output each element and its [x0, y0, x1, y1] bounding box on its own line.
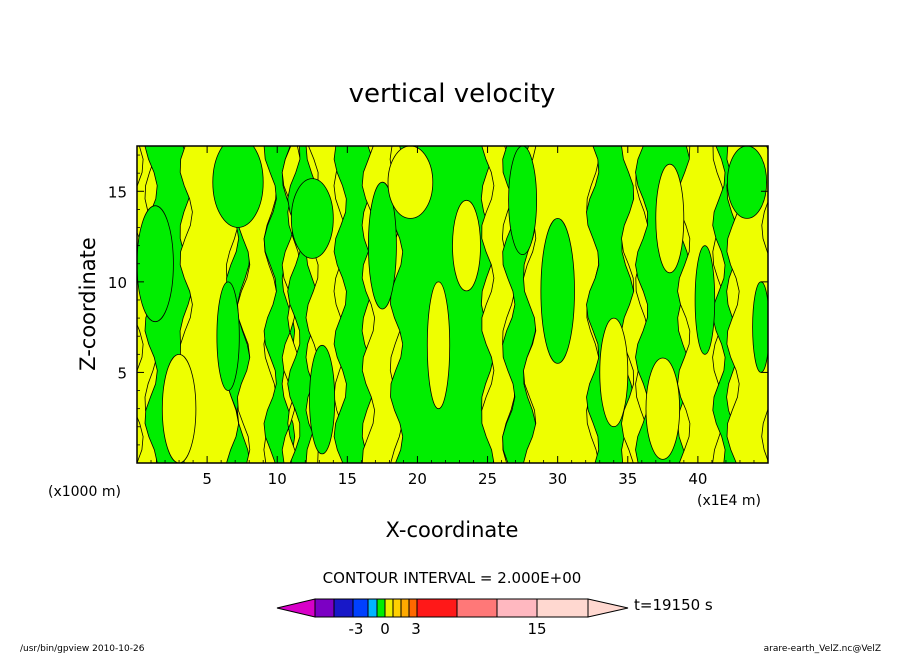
contour-cell — [290, 178, 334, 259]
y-tick-label: 5 — [117, 364, 127, 382]
colorbar-segment — [384, 598, 394, 618]
x-tick-label: 15 — [338, 470, 357, 488]
colorbar-segment — [408, 598, 418, 618]
colorbar-right-arrow — [587, 598, 629, 618]
colorbar-tick-label: 0 — [380, 620, 390, 638]
colorbar-segment — [400, 598, 410, 618]
x-axis-label: X-coordinate — [386, 518, 519, 542]
contour-cell — [508, 146, 537, 255]
contour-cell — [387, 146, 434, 219]
colorbar-segment — [314, 598, 335, 618]
contour-cell — [452, 199, 481, 292]
footer-left: /usr/bin/gpview 2010-10-26 — [20, 644, 145, 654]
contour-cell — [599, 317, 629, 428]
contour-cell — [752, 281, 768, 373]
x-tick-label: 35 — [618, 470, 637, 488]
x-tick-label: 40 — [688, 470, 707, 488]
contour-cell — [694, 245, 716, 355]
contour-band — [237, 146, 277, 463]
colorbar-segment — [416, 598, 458, 618]
x-axis-ticks: 5 10 15 20 25 30 35 40 — [150, 146, 755, 488]
time-label: t=19150 s — [634, 596, 713, 614]
colorbar-segment — [352, 598, 369, 618]
contour-cell — [727, 146, 767, 219]
colorbar-segment — [367, 598, 378, 618]
colorbar-segment — [496, 598, 538, 618]
x-tick-label: 5 — [202, 470, 212, 488]
contour-cell — [540, 217, 575, 364]
colorbar-tick-label: -3 — [349, 620, 364, 638]
colorbar-tick-label: 3 — [411, 620, 421, 638]
contour-cell — [655, 163, 685, 274]
chart-title: vertical velocity — [349, 79, 556, 109]
blobs-layer — [137, 146, 768, 463]
colorbar-segment — [333, 598, 354, 618]
x-tick-label: 10 — [268, 470, 287, 488]
colorbar-segment — [456, 598, 498, 618]
contour-cell — [367, 181, 397, 310]
colorbar-tick-label: 15 — [527, 620, 546, 638]
y-axis-ticks: 5 10 15 — [108, 154, 768, 446]
y-axis-label: Z-coordinate — [76, 237, 100, 371]
footer-right: arare-earth_VelZ.nc@VelZ — [764, 644, 881, 654]
contour-cell — [645, 357, 680, 460]
colorbar-segment — [536, 598, 589, 618]
y-tick-label: 10 — [108, 274, 127, 292]
plot-area — [137, 146, 768, 463]
plot-frame — [136, 145, 769, 464]
colorbar — [276, 598, 629, 618]
contour-cell — [161, 354, 197, 463]
contour-interval-label: CONTOUR INTERVAL = 2.000E+00 — [323, 569, 582, 587]
contour-cell — [216, 281, 240, 391]
y-tick-label: 15 — [108, 183, 127, 201]
contour-band — [726, 146, 768, 463]
colorbar-tick-labels: -3 0 3 15 — [349, 620, 547, 638]
x-unit-right: (x1E4 m) — [697, 493, 761, 509]
x-unit-left: (x1000 m) — [48, 484, 121, 500]
contour-cell — [426, 281, 451, 410]
x-tick-label: 30 — [548, 470, 567, 488]
x-tick-label: 25 — [478, 470, 497, 488]
contour-cell — [137, 205, 174, 323]
colorbar-segment — [392, 598, 402, 618]
colorbar-segment — [376, 598, 386, 618]
contour-cell — [309, 344, 336, 455]
contour-cell — [212, 146, 264, 228]
colorbar-left-arrow — [276, 598, 316, 618]
x-tick-label: 20 — [408, 470, 427, 488]
